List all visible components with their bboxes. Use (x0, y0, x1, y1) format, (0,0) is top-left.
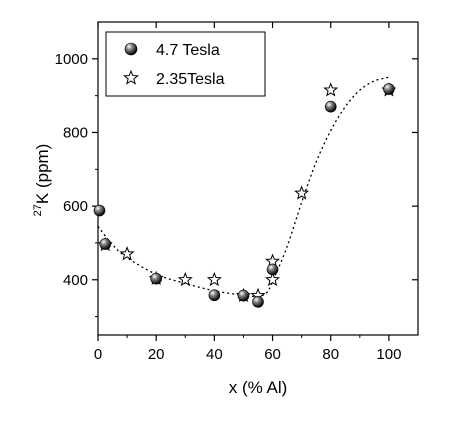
y-tick-label: 800 (63, 124, 88, 141)
data-point-4-7-tesla (99, 238, 112, 250)
data-point-2-35-tesla (119, 246, 135, 261)
data-point-2-35-tesla (177, 271, 193, 287)
series-4-7-tesla (93, 83, 395, 308)
legend-label-4-7-tesla: 4.7 Tesla (156, 42, 220, 59)
legend: 4.7 Tesla 2.35Tesla (105, 31, 266, 97)
series-2-35-tesla (97, 82, 397, 302)
x-tick-label: 40 (206, 346, 223, 363)
data-point-4-7-tesla (266, 263, 279, 276)
data-point-4-7-tesla (208, 289, 221, 302)
data-point-4-7-tesla (237, 289, 250, 302)
legend-marker-4-7-tesla (124, 42, 138, 56)
data-point-2-35-tesla (294, 185, 310, 200)
legend-marker-2-35-tesla (123, 69, 139, 85)
x-tick-label: 100 (376, 346, 401, 363)
x-axis-ticks: 0 20 40 60 80 100 (94, 22, 401, 363)
data-point-2-35-tesla (265, 271, 281, 287)
data-point-2-35-tesla (323, 82, 339, 97)
data-point-4-7-tesla (93, 204, 106, 217)
data-point-2-35-tesla (206, 271, 222, 287)
y-axis-title-superscript: 27 (32, 204, 44, 216)
y-tick-label: 1000 (55, 51, 88, 68)
data-point-4-7-tesla (383, 83, 395, 95)
data-point-4-7-tesla (150, 272, 162, 285)
data-point-4-7-tesla (252, 296, 264, 308)
y-tick-label: 400 (63, 272, 88, 289)
x-tick-label: 60 (264, 346, 281, 363)
y-tick-label: 600 (63, 198, 88, 215)
legend-box (105, 31, 266, 97)
x-axis-title: x (% Al) (229, 378, 288, 397)
x-tick-label: 0 (94, 346, 102, 363)
y-axis-title: 27K (ppm) (32, 144, 52, 217)
data-point-4-7-tesla (324, 100, 337, 113)
y-axis-ticks: 400 600 800 1000 (55, 51, 418, 318)
x-tick-label: 80 (322, 346, 339, 363)
legend-label-2-35-tesla: 2.35Tesla (156, 71, 225, 88)
x-tick-label: 20 (148, 346, 165, 363)
y-axis-title-main: K (ppm) (33, 144, 52, 204)
fit-curve (97, 76, 390, 298)
plot-frame (97, 21, 419, 336)
